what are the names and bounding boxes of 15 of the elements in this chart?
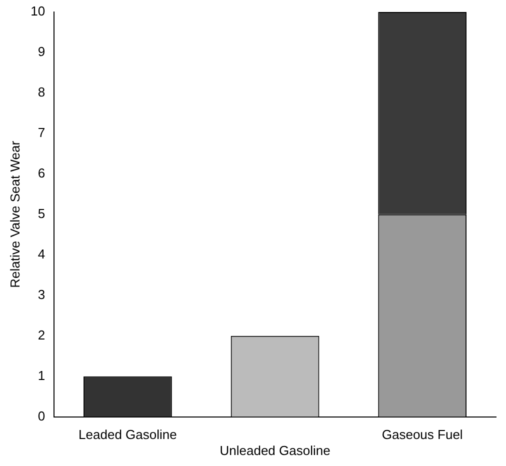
x-tick-label: Leaded Gasoline	[78, 427, 177, 442]
y-tick-label: 0	[38, 408, 46, 424]
y-tick-label: 7	[38, 125, 46, 140]
y-tick-label: 4	[38, 246, 46, 262]
y-tick-label: 5	[38, 206, 46, 221]
y-tick-label: 2	[38, 327, 46, 342]
x-tick-label: Unleaded Gasoline	[220, 442, 330, 458]
y-tick-label: 8	[38, 84, 46, 100]
y-tick-label: 3	[38, 286, 46, 302]
x-tick-label: Gaseous Fuel	[382, 427, 463, 442]
y-tick-label: 9	[38, 44, 46, 60]
y-tick-label: 10	[30, 4, 46, 19]
y-axis-title: Relative Valve Seat Wear	[7, 140, 22, 288]
y-tick-label: 6	[38, 166, 46, 180]
y-tick-label: 1	[38, 368, 46, 383]
